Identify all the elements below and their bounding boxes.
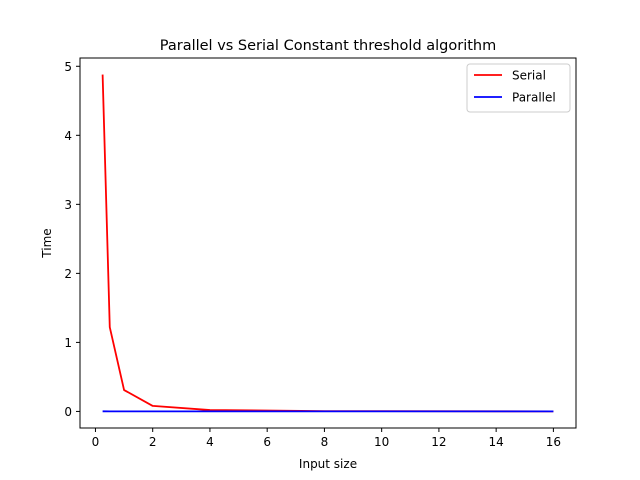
legend-box [466,63,571,113]
y-tick-label: 2 [64,267,72,281]
plot-area [79,57,577,429]
x-tick-label: 6 [263,435,271,449]
x-tick-label: 4 [206,435,214,449]
x-tick-label: 10 [374,435,389,449]
chart-title: Parallel vs Serial Constant threshold al… [160,38,497,54]
legend: Serial Parallel [466,63,571,113]
x-tick-label: 12 [431,435,446,449]
x-tick-label: 14 [489,435,504,449]
x-tick-label: 0 [92,435,100,449]
y-tick-label: 1 [64,336,72,350]
y-tick-label: 4 [64,129,72,143]
legend-label: Serial [512,69,546,83]
legend-label: Parallel [512,91,556,105]
x-tick-label: 8 [321,435,329,449]
x-tick-label: 2 [149,435,157,449]
x-axis-label: Input size [299,457,357,471]
y-axis-label: Time [40,228,54,258]
series-layer [101,74,554,413]
y-tick-label: 0 [64,405,72,419]
x-tick-label: 16 [546,435,561,449]
y-tick-label: 3 [64,198,72,212]
y-tick-label: 5 [64,60,72,74]
